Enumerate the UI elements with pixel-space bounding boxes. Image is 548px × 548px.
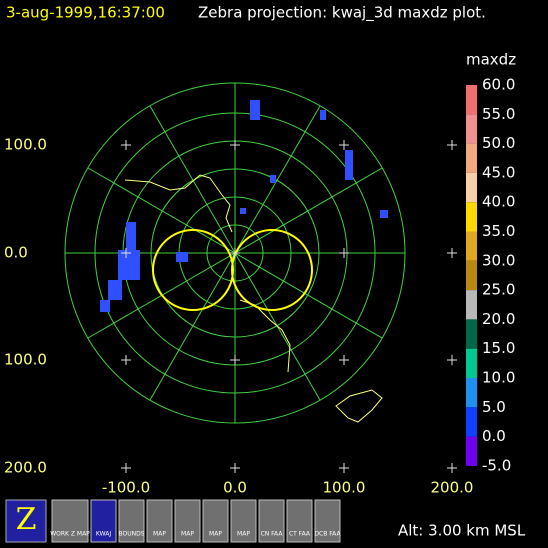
toolbar-button[interactable] bbox=[230, 499, 257, 543]
altitude: Alt: 3.00 km MSL bbox=[398, 522, 526, 540]
colorbar-segment bbox=[466, 202, 477, 232]
echoes bbox=[100, 100, 388, 312]
toolbar-label[interactable]: MAP bbox=[181, 531, 194, 538]
x-axis-label: 0.0 bbox=[223, 479, 247, 497]
colorbar-label: 25.0 bbox=[482, 281, 515, 299]
toolbar-label[interactable]: MAP bbox=[209, 531, 222, 538]
colorbar-label: 0.0 bbox=[482, 427, 506, 445]
y-axis-label: 200.0 bbox=[4, 459, 47, 477]
toolbar-label[interactable]: KWAJ bbox=[96, 531, 111, 538]
toolbar-label[interactable]: BOUNDS bbox=[118, 531, 144, 538]
zebra-icon[interactable] bbox=[5, 499, 47, 543]
toolbar-label[interactable]: DCB FAA bbox=[314, 531, 341, 538]
toolbar-label[interactable]: MAP bbox=[153, 531, 166, 538]
y-axis-label: 0.0 bbox=[4, 244, 28, 262]
toolbar-button[interactable] bbox=[202, 499, 229, 543]
x-axis-label: -100.0 bbox=[102, 479, 150, 497]
toolbar-label[interactable]: WORK Z MAP bbox=[50, 531, 90, 538]
toolbar-label[interactable]: CT FAA bbox=[289, 531, 311, 538]
x-axis-label: 100.0 bbox=[323, 479, 366, 497]
toolbar-label[interactable]: MAP bbox=[237, 531, 250, 538]
colorbar-segment bbox=[466, 231, 477, 261]
grid-crosses bbox=[121, 140, 457, 473]
zebra-letter: Z bbox=[16, 502, 37, 537]
colorbar-label: 45.0 bbox=[482, 163, 515, 181]
colorbar-label: 20.0 bbox=[482, 310, 515, 328]
colorbar-label: 55.0 bbox=[482, 105, 515, 123]
toolbar: Z WORK Z MAP KWAJ BOUNDS MAP MAP MAP MAP CN FAA C… bbox=[5, 499, 341, 543]
colorbar-segment bbox=[466, 290, 477, 320]
colorbar-segment bbox=[466, 172, 477, 203]
colorbar-segment bbox=[466, 143, 477, 173]
x-axis-label: 200.0 bbox=[431, 479, 474, 497]
colorbar-segment bbox=[466, 436, 477, 466]
toolbar-button[interactable] bbox=[286, 499, 313, 543]
colorbar-segment bbox=[466, 85, 477, 115]
colorbar-label: 40.0 bbox=[482, 193, 515, 211]
timestamp: 3-aug-1999,16:37:00 bbox=[6, 4, 165, 22]
colorbar-segment bbox=[466, 348, 477, 378]
toolbar-label[interactable]: CN FAA bbox=[261, 531, 284, 538]
toolbar-button[interactable] bbox=[146, 499, 173, 543]
y-axis-label: 100.0 bbox=[4, 351, 47, 369]
toolbar-button[interactable] bbox=[258, 499, 285, 543]
toolbar-button[interactable] bbox=[314, 499, 341, 543]
colorbar-segment bbox=[466, 260, 477, 291]
colorbar-label: 30.0 bbox=[482, 251, 515, 269]
toolbar-button[interactable] bbox=[90, 499, 117, 543]
colorbar-segment bbox=[466, 319, 477, 349]
toolbar-button[interactable] bbox=[174, 499, 201, 543]
colorbar-label: 10.0 bbox=[482, 369, 515, 387]
colorbar-label: 15.0 bbox=[482, 339, 515, 357]
colorbar-label: 50.0 bbox=[482, 134, 515, 152]
colorbar-title: maxdz bbox=[466, 51, 516, 69]
colorbar-segment bbox=[466, 114, 477, 144]
colorbar-label: -5.0 bbox=[482, 456, 511, 474]
coastline bbox=[124, 174, 383, 423]
colorbar-label: 60.0 bbox=[482, 76, 515, 94]
colorbar-label: 5.0 bbox=[482, 398, 506, 416]
colorbar-segment bbox=[466, 378, 477, 408]
toolbar-button[interactable] bbox=[118, 499, 145, 543]
colorbar-segment bbox=[466, 407, 477, 437]
toolbar-button[interactable] bbox=[51, 499, 89, 543]
y-axis-label: 100.0 bbox=[4, 136, 47, 154]
colorbar-label: 35.0 bbox=[482, 222, 515, 240]
plot-title: Zebra projection: kwaj_3d maxdz plot. bbox=[198, 4, 486, 23]
